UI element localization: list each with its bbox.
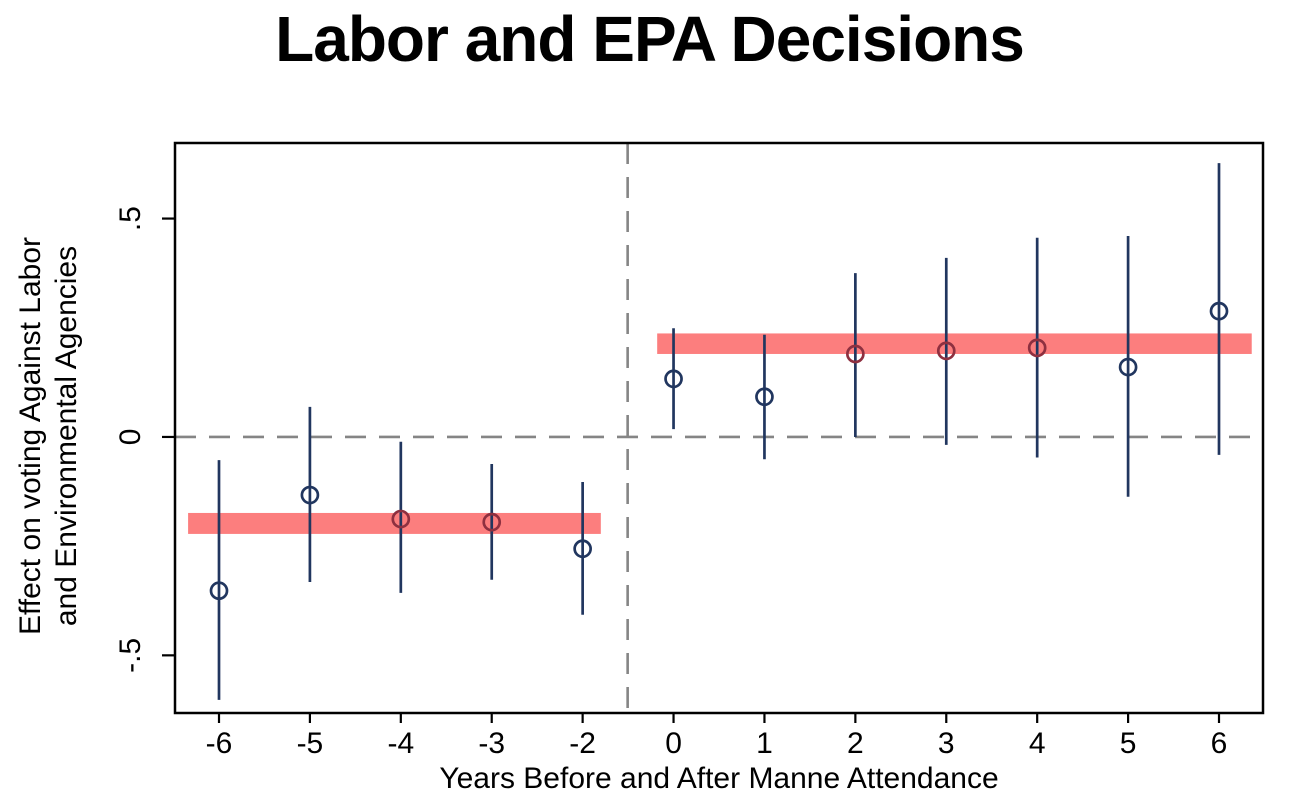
- x-axis-label: Years Before and After Manne Attendance: [439, 762, 998, 795]
- x-tick-label: -5: [297, 727, 324, 760]
- x-tick-label: 2: [847, 727, 864, 760]
- point-marker-x2: [846, 344, 865, 364]
- point-marker-x-6: [209, 581, 229, 601]
- y-axis-label: Effect on voting Against Labor and Envir…: [14, 237, 83, 635]
- x-tick-label: 5: [1120, 727, 1137, 760]
- plot-border: [173, 141, 1265, 715]
- average-effect-bands: [188, 333, 1252, 534]
- confidence-intervals: [217, 163, 1221, 700]
- x-tick-label: -6: [206, 727, 233, 760]
- reference-lines: [175, 143, 1263, 713]
- point-marker-x-5: [300, 485, 320, 505]
- point-marker-x-4: [391, 509, 411, 529]
- chart-title: Labor and EPA Decisions: [275, 3, 1025, 75]
- point-marker-x3: [936, 341, 956, 361]
- x-tick-label: 6: [1211, 727, 1228, 760]
- x-tick-label: 3: [938, 727, 955, 760]
- x-tick-label: 1: [756, 727, 773, 760]
- x-tick-label: 4: [1029, 727, 1046, 760]
- y-tick-label: .5: [114, 206, 147, 231]
- x-tick-label: -2: [569, 727, 596, 760]
- point-marker-x6: [1209, 301, 1229, 321]
- x-tick-label: 0: [665, 727, 682, 760]
- point-marker-x4: [1027, 338, 1047, 358]
- point-marker-x5: [1118, 357, 1138, 377]
- x-tick-label: -4: [387, 727, 414, 760]
- x-tick-label: -3: [478, 727, 505, 760]
- y-tick-label: 0: [114, 429, 147, 446]
- point-marker-x-3: [482, 512, 502, 532]
- y-axis-label-line2: and Environmental Agencies: [50, 246, 83, 626]
- plot-frame: [173, 141, 1265, 715]
- y-axis-label-line1: Effect on voting Against Labor: [14, 237, 47, 635]
- axis-ticks: .5 0 -.5 -6 -5 -4 -3 -2 0 1 2 3 4 5 6: [114, 206, 1227, 760]
- point-markers: [209, 301, 1229, 601]
- point-marker-x1: [755, 387, 774, 407]
- post-period-average-band: [657, 333, 1252, 354]
- y-tick-label: -.5: [114, 638, 147, 673]
- point-marker-x0: [664, 369, 683, 389]
- point-marker-x-2: [573, 539, 592, 559]
